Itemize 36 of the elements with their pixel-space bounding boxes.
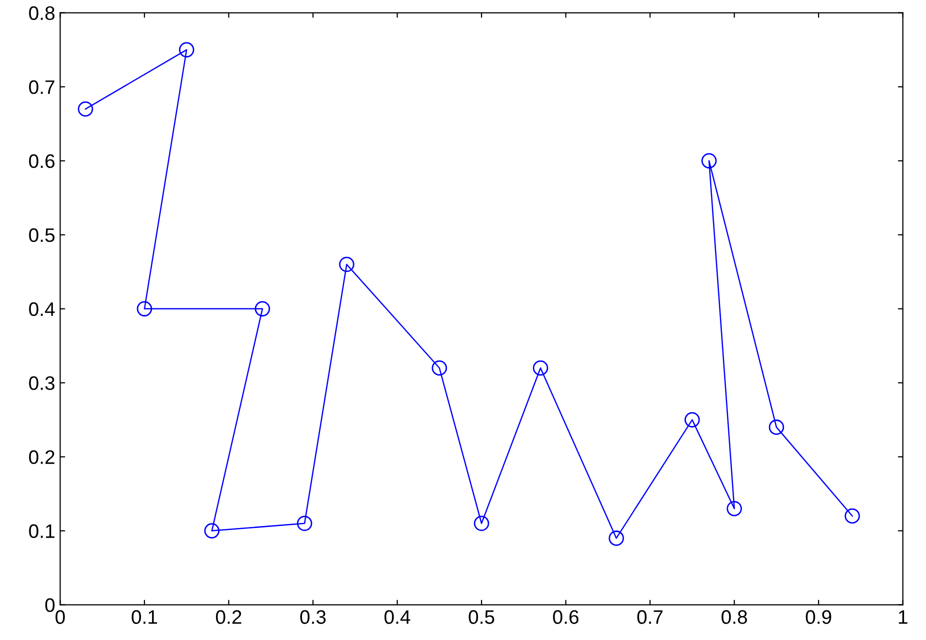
x-tick-label: 0	[56, 610, 65, 624]
point	[204, 523, 220, 538]
y-tick-label: 0.6	[29, 154, 54, 168]
y-tick-label: 0.3	[29, 376, 54, 390]
y-tick-label: 0.4	[29, 302, 55, 316]
x-tick-label: 0.1	[132, 610, 158, 624]
x-tick-label: 0.6	[553, 610, 578, 624]
x-tick-label: 0.7	[637, 610, 663, 624]
point	[726, 500, 742, 516]
x-tick-label: 0.5	[468, 610, 494, 624]
point	[474, 516, 490, 532]
x-tick-label: 0.8	[722, 610, 747, 624]
point	[339, 256, 354, 272]
x-tick-label: 0.4	[384, 610, 410, 624]
point	[254, 301, 270, 316]
point	[136, 301, 152, 316]
y-tick-label: 0.5	[29, 228, 55, 242]
x-tick-label: 0.3	[300, 610, 326, 624]
y-tick-label: 0.8	[29, 6, 54, 20]
point	[768, 420, 784, 435]
point	[432, 360, 448, 376]
y-tick-label: 0.1	[29, 524, 54, 538]
point	[684, 412, 700, 428]
point	[78, 101, 94, 117]
point	[178, 42, 194, 58]
y-tick-label: 0.2	[29, 450, 54, 464]
x-tick-label: 0.9	[806, 610, 832, 624]
point	[844, 508, 860, 524]
x-tick-label: 0.2	[216, 610, 242, 624]
y-tick-label: 0.7	[29, 80, 54, 94]
point	[532, 360, 548, 376]
point	[701, 153, 717, 168]
x-tick-label: 1	[898, 610, 908, 624]
y-tick-label: 0	[45, 598, 55, 612]
point	[296, 516, 312, 532]
point	[608, 530, 624, 546]
